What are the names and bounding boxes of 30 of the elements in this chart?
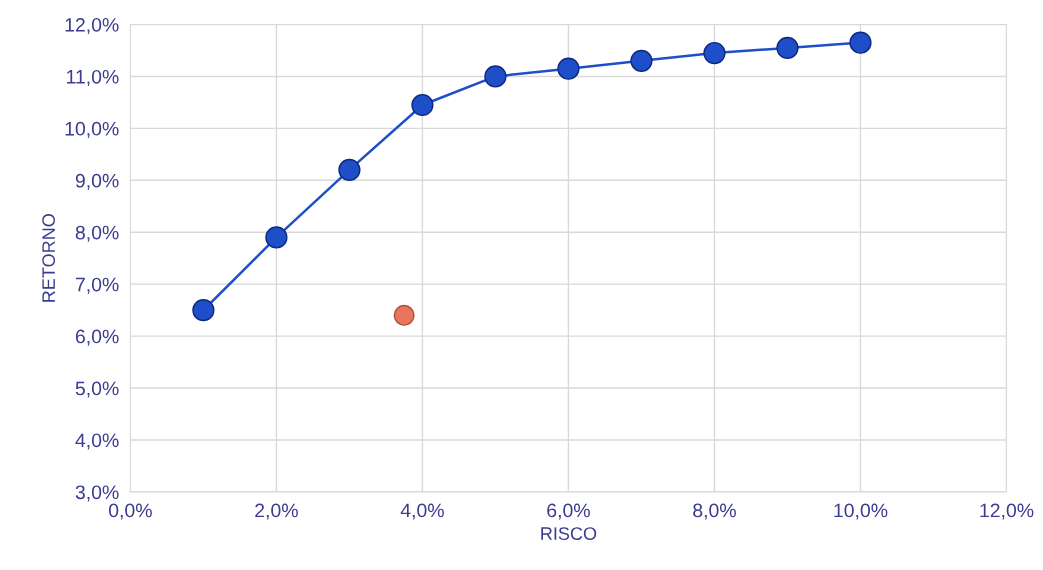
point (484, 65, 507, 88)
point (776, 36, 799, 59)
point (192, 299, 215, 322)
y-tick-label: 9,0% (75, 173, 119, 190)
y-tick-label: 6,0% (75, 329, 119, 346)
y-tick-label: 5,0% (75, 381, 119, 398)
point (265, 226, 288, 249)
y-axis-title: RETORNO (42, 214, 56, 302)
x-tick-label: 8,0% (693, 503, 736, 520)
x-tick-label: 2,0% (255, 503, 298, 520)
point (849, 31, 872, 54)
y-tick-label: 7,0% (75, 277, 119, 294)
point (557, 57, 580, 80)
point (411, 93, 434, 117)
point (630, 49, 653, 72)
x-axis-title: RISCO (541, 527, 597, 540)
x-tick-label: 6,0% (547, 503, 590, 520)
point (703, 41, 726, 65)
y-tick-label: 4,0% (75, 433, 119, 450)
y-tick-label: 11,0% (67, 69, 119, 86)
y-tick-label: 12,0% (65, 17, 119, 35)
x-tick-label: 12,0% (980, 503, 1034, 520)
y-tick-label: 8,0% (75, 225, 119, 242)
y-tick-label: 3,0% (75, 485, 119, 502)
y-tick-label: 10,0% (65, 121, 119, 138)
x-tick-label: 10,0% (834, 503, 888, 520)
x-tick-label: 0,0% (108, 503, 152, 520)
point (393, 304, 415, 326)
x-tick-label: 4,0% (400, 503, 444, 520)
point (338, 158, 361, 182)
